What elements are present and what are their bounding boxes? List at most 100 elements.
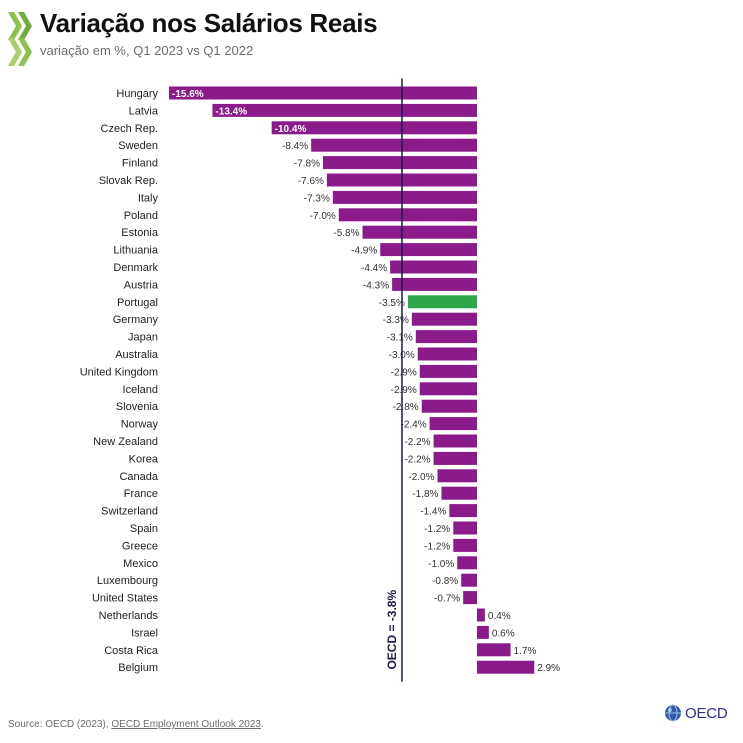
category-label: Sweden [118, 140, 158, 152]
brand-text: OECD [685, 704, 728, 722]
bar [332, 190, 477, 204]
value-label: -2.2% [404, 437, 430, 448]
category-label: Portugal [117, 297, 158, 309]
value-label: 2.9% [537, 663, 560, 674]
value-label: -3.3% [383, 315, 409, 326]
value-label: -3.1% [387, 333, 413, 344]
category-label: Lithuania [113, 245, 159, 257]
bar-chart: Hungary -15.6% Latvia -13.4% Czech Rep. -10.4… [80, 78, 560, 682]
category-label: Switzerland [101, 506, 158, 518]
bar [338, 208, 477, 222]
value-label: -0.7% [434, 594, 460, 605]
source-note: Source: OECD (2023), OECD Employment Out… [8, 719, 264, 730]
category-label: Belgium [118, 662, 158, 674]
source-suffix: . [260, 719, 264, 730]
category-label: Israel [131, 627, 158, 639]
category-label: France [124, 488, 158, 500]
bar [457, 556, 477, 570]
globe-icon [665, 704, 681, 722]
value-label: -15.6% [172, 89, 204, 100]
category-label: Japan [128, 332, 158, 344]
category-label: Italy [138, 192, 159, 204]
bar [421, 399, 477, 413]
category-label: Hungary [116, 88, 158, 100]
bar [390, 260, 477, 274]
bar [453, 521, 477, 535]
bar [311, 138, 477, 152]
bar [437, 469, 477, 483]
category-label: Canada [119, 471, 158, 483]
value-label: -5.8% [333, 228, 359, 239]
value-label: -2.9% [391, 367, 417, 378]
bar [477, 625, 489, 639]
value-label: -2.9% [391, 385, 417, 396]
oecd-brand[interactable]: OECD [664, 703, 728, 723]
value-label: -3.5% [379, 298, 405, 309]
bar [411, 312, 477, 326]
category-label: Korea [129, 453, 159, 465]
value-label: -2.4% [400, 420, 426, 431]
value-label: -7.0% [310, 211, 336, 222]
source-link[interactable]: OECD Employment Outlook 2023 [111, 719, 261, 730]
category-label: Greece [122, 540, 158, 552]
value-label: -13.4% [215, 106, 247, 117]
bar [477, 608, 485, 622]
category-label: Slovenia [116, 401, 159, 413]
oecd-average-label: OECD = -3.8% [385, 590, 399, 670]
value-label: -7.6% [298, 176, 324, 187]
bar [441, 486, 477, 500]
category-label: Costa Rica [104, 645, 159, 657]
category-label: Austria [124, 279, 159, 291]
source-prefix: Source: OECD (2023), [8, 719, 112, 730]
value-label: -1.2% [424, 541, 450, 552]
value-label: -4.9% [351, 246, 377, 257]
category-label: Australia [115, 349, 159, 361]
bar [380, 243, 477, 257]
category-label: Germany [113, 314, 159, 326]
bar [362, 225, 477, 239]
category-label: Czech Rep. [101, 123, 158, 135]
value-label: -2.2% [404, 454, 430, 465]
value-label: -4.3% [363, 280, 389, 291]
bar [433, 451, 477, 465]
category-label: Latvia [129, 105, 159, 117]
bar [415, 330, 477, 344]
category-label: United States [92, 593, 159, 605]
category-label: Netherlands [99, 610, 159, 622]
bar [417, 347, 477, 361]
bar [429, 417, 477, 431]
value-label: -2.8% [393, 402, 419, 413]
value-label: -1.0% [428, 559, 454, 570]
value-label: -7.8% [294, 159, 320, 170]
category-label: Mexico [123, 558, 158, 570]
value-label: -8.4% [282, 141, 308, 152]
value-label: -10.4% [275, 124, 307, 135]
category-label: United Kingdom [80, 366, 158, 378]
category-label: Slovak Rep. [99, 175, 158, 187]
chart-subtitle: variação em %, Q1 2023 vs Q1 2022 [40, 43, 254, 58]
bar [419, 382, 477, 396]
category-label: Iceland [123, 384, 158, 396]
bar-highlight [407, 295, 477, 309]
bar [477, 660, 535, 674]
category-label: Estonia [121, 227, 159, 239]
value-label: 1.7% [514, 646, 537, 657]
bar [449, 504, 477, 518]
value-label: -1.8% [412, 489, 438, 500]
value-label: -1.4% [420, 507, 446, 518]
value-label: -0.8% [432, 576, 458, 587]
bar [271, 121, 477, 135]
category-label: Denmark [113, 262, 158, 274]
value-label: -7.3% [304, 193, 330, 204]
value-label: 0.6% [492, 628, 515, 639]
category-label: New Zealand [93, 436, 158, 448]
category-label: Poland [124, 210, 158, 222]
bar [419, 364, 477, 378]
value-label: -4.4% [361, 263, 387, 274]
chart-title: Variação nos Salários Reais [40, 8, 378, 38]
category-label: Luxembourg [97, 575, 158, 587]
bar [477, 643, 511, 657]
bar [463, 591, 477, 605]
bar [433, 434, 477, 448]
bar [392, 277, 477, 291]
